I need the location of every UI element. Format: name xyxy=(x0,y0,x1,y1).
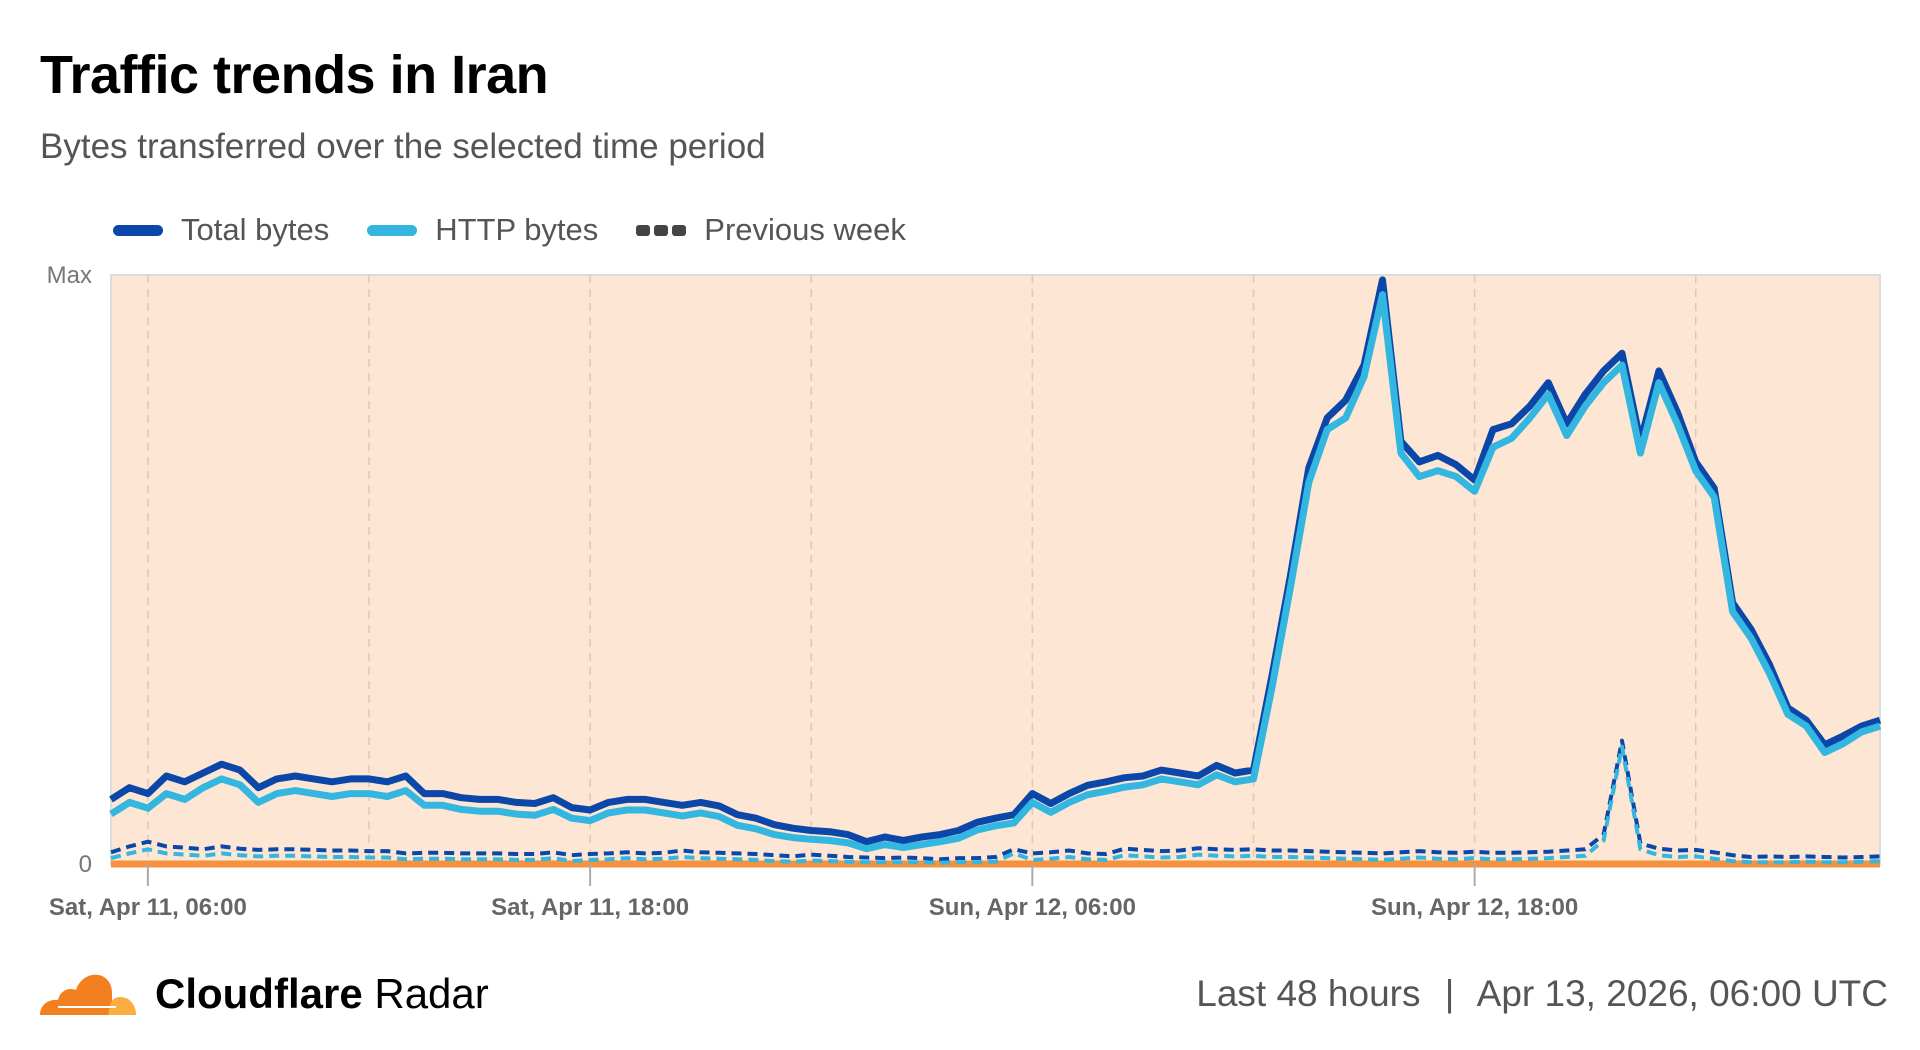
plot-area xyxy=(110,274,1881,865)
legend-label: Previous week xyxy=(704,212,906,247)
separator: | xyxy=(1444,973,1455,1014)
chart-legend: Total bytes HTTP bytes Previous week xyxy=(113,212,944,248)
x-axis-ticks xyxy=(146,864,1476,886)
series-line-previous-week-total-bytes xyxy=(110,738,1881,862)
page-subtitle: Bytes transferred over the selected time… xyxy=(40,127,766,166)
x-tick-label: Sat, Apr 11, 18:00 xyxy=(491,894,689,921)
brand-bold: Cloudflare xyxy=(155,970,363,1017)
timestamp: Apr 13, 2026, 06:00 UTC xyxy=(1476,973,1888,1014)
legend-swatch-http xyxy=(367,224,418,236)
line-chart: Max 0 Sat, Apr 11, 06:00 Sat, Apr 11, 18… xyxy=(47,262,1882,921)
x-tick-label: Sun, Apr 12, 06:00 xyxy=(929,894,1136,921)
legend-item-previous-week[interactable]: Previous week xyxy=(636,212,906,248)
gridlines xyxy=(147,275,1697,864)
brand-name: Cloudflare Radar xyxy=(155,970,489,1018)
y-tick-label-max: Max xyxy=(47,262,92,289)
legend-item-http-bytes[interactable]: HTTP bytes xyxy=(367,212,598,248)
legend-label: Total bytes xyxy=(181,212,330,247)
legend-swatch-previous-week xyxy=(636,224,687,236)
legend-swatch-total xyxy=(113,224,163,236)
series-line-http-bytes xyxy=(109,291,1882,853)
legend-label: HTTP bytes xyxy=(435,212,599,247)
page-title: Traffic trends in Iran xyxy=(40,45,549,105)
y-tick-label-zero: 0 xyxy=(79,851,92,878)
x-tick-label: Sat, Apr 11, 06:00 xyxy=(49,894,247,921)
footer-meta: Last 48 hours | Apr 13, 2026, 06:00 UTC xyxy=(1196,973,1888,1015)
cloudflare-logo-icon xyxy=(40,974,136,1015)
x-tick-label: Sun, Apr 12, 18:00 xyxy=(1371,894,1578,921)
series-lines xyxy=(109,276,1882,865)
series-line-total-bytes xyxy=(109,276,1882,846)
series-line-previous-week-http-bytes xyxy=(110,744,1881,865)
time-period: Last 48 hours xyxy=(1196,973,1421,1014)
brand-regular: Radar xyxy=(374,970,489,1017)
legend-item-total-bytes[interactable]: Total bytes xyxy=(113,212,329,248)
